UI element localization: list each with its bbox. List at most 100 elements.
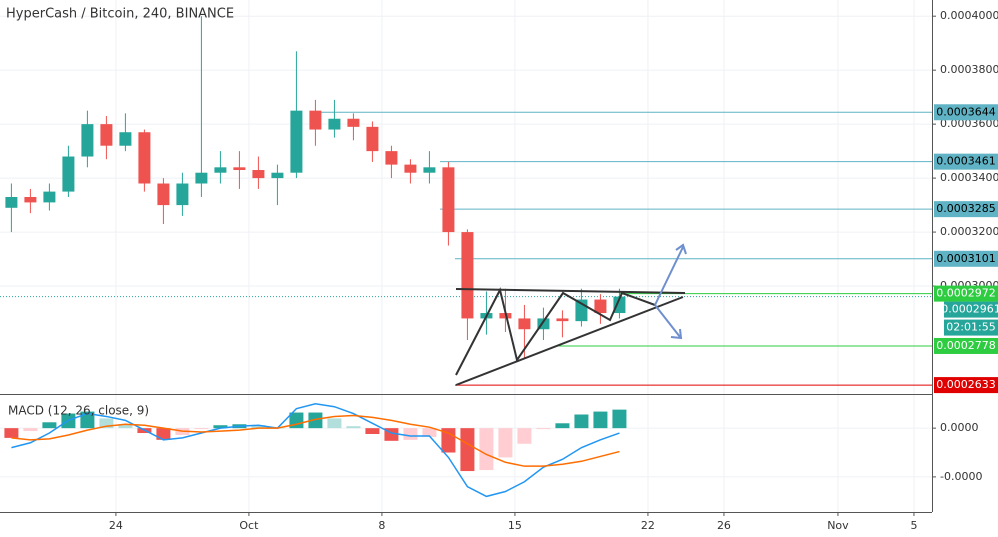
level-label: 0.0002633 xyxy=(936,378,996,391)
histogram-bar xyxy=(99,418,114,429)
triangle-bottom xyxy=(455,296,684,386)
histogram-bar xyxy=(346,426,361,429)
triangle-top xyxy=(455,288,686,294)
level-label-box xyxy=(934,153,998,170)
histogram-bar xyxy=(365,428,380,434)
macd-title: MACD (12, 26, close, 9) xyxy=(8,404,149,418)
y-tick-label: 0.0000 xyxy=(940,421,979,434)
countdown: 02:01:55 xyxy=(946,321,995,334)
histogram-bar xyxy=(327,418,342,429)
candle-body xyxy=(271,172,284,179)
histogram-bar xyxy=(403,428,418,440)
histogram-bar xyxy=(4,428,19,438)
last-price-box xyxy=(944,301,998,318)
histogram-bar xyxy=(308,412,323,429)
candle-body xyxy=(385,151,398,165)
level-label-box xyxy=(934,285,998,302)
candle-body xyxy=(442,167,455,233)
candle-body xyxy=(157,183,170,206)
level-label-box xyxy=(934,377,998,394)
macd-pane xyxy=(4,403,627,498)
candle-body xyxy=(328,118,341,130)
histogram-bar xyxy=(517,428,532,444)
histogram-bar xyxy=(593,411,608,429)
candle-body xyxy=(81,124,94,157)
y-tick-label: 0.0003400 xyxy=(940,171,998,184)
arrow-down xyxy=(654,304,683,340)
candle-body xyxy=(290,110,303,173)
histogram-bar xyxy=(42,422,57,429)
histogram-bar xyxy=(555,423,570,429)
zigzag xyxy=(455,287,656,376)
candle-body xyxy=(119,132,132,146)
candle-body xyxy=(195,172,208,184)
arrow-up xyxy=(654,243,687,306)
level-label: 0.0003644 xyxy=(936,105,996,118)
level-label-box xyxy=(934,201,998,218)
x-tick-label: 5 xyxy=(910,519,917,532)
histogram-bar xyxy=(612,409,627,429)
histogram-bar xyxy=(118,424,133,429)
candle-body xyxy=(5,197,18,208)
candle-body xyxy=(537,318,550,330)
countdown-box xyxy=(944,319,998,336)
candle-body xyxy=(252,170,265,179)
candle-body xyxy=(404,164,417,173)
histogram-bar xyxy=(213,425,228,429)
macd-line xyxy=(11,403,620,498)
candle-body xyxy=(461,232,474,319)
level-label: 0.0002972 xyxy=(936,287,996,300)
levels xyxy=(0,111,932,386)
drawings xyxy=(455,243,687,386)
histogram-bar xyxy=(80,411,95,429)
histogram-bar xyxy=(536,428,551,430)
macd-line xyxy=(11,414,620,467)
candle-body xyxy=(309,110,322,130)
histogram-bar xyxy=(460,428,475,472)
x-tick-label: 8 xyxy=(378,519,385,532)
x-tick-label: Nov xyxy=(827,519,849,532)
y-tick-label: -0.0000 xyxy=(940,470,982,483)
level-label-box xyxy=(934,250,998,267)
y-tick-label: 0.0003800 xyxy=(940,63,998,76)
level-label: 0.0003285 xyxy=(936,202,996,215)
candle-body xyxy=(347,118,360,127)
x-tick-label: 22 xyxy=(641,519,655,532)
x-tick-label: 24 xyxy=(109,519,123,532)
y-tick-label: 0.0004000 xyxy=(940,9,998,22)
candle-body xyxy=(518,318,531,330)
candle-body xyxy=(613,296,626,314)
candle-body xyxy=(24,197,37,203)
histogram-bar xyxy=(156,428,171,440)
x-tick-label: 15 xyxy=(508,519,522,532)
y-tick-label: 0.0003200 xyxy=(940,225,998,238)
y-tick-label: 0.0003600 xyxy=(940,117,998,130)
level-label: 0.0002778 xyxy=(936,339,996,352)
level-label: 0.0003461 xyxy=(936,155,996,168)
candle-body xyxy=(594,299,607,314)
candle-body xyxy=(366,126,379,152)
candle-body xyxy=(176,183,189,206)
candle-body xyxy=(423,167,436,173)
candle-body xyxy=(556,318,569,322)
histogram-bar xyxy=(422,428,437,437)
candle-body xyxy=(43,191,56,203)
histogram-bar xyxy=(251,425,266,429)
x-tick-label: Oct xyxy=(239,519,259,532)
axes: 24 Oct 8 15 22 26 Nov 5 0.0004000 0.0003800 0.0003… xyxy=(109,9,998,532)
candle-body xyxy=(233,167,246,171)
last-price-label: 0.0002961 xyxy=(941,303,998,316)
histogram-bar xyxy=(23,428,38,432)
histogram-bar xyxy=(574,414,589,429)
chart-title: HyperCash / Bitcoin, 240, BINANCE xyxy=(6,7,234,22)
candle-body xyxy=(138,132,151,184)
level-label: 0.0003101 xyxy=(936,252,996,265)
candle-body xyxy=(214,167,227,173)
level-label-box xyxy=(934,337,998,354)
histogram-bar xyxy=(479,428,494,471)
x-tick-label: 26 xyxy=(717,519,731,532)
candle-body xyxy=(100,124,113,146)
histogram-bar xyxy=(194,428,209,430)
